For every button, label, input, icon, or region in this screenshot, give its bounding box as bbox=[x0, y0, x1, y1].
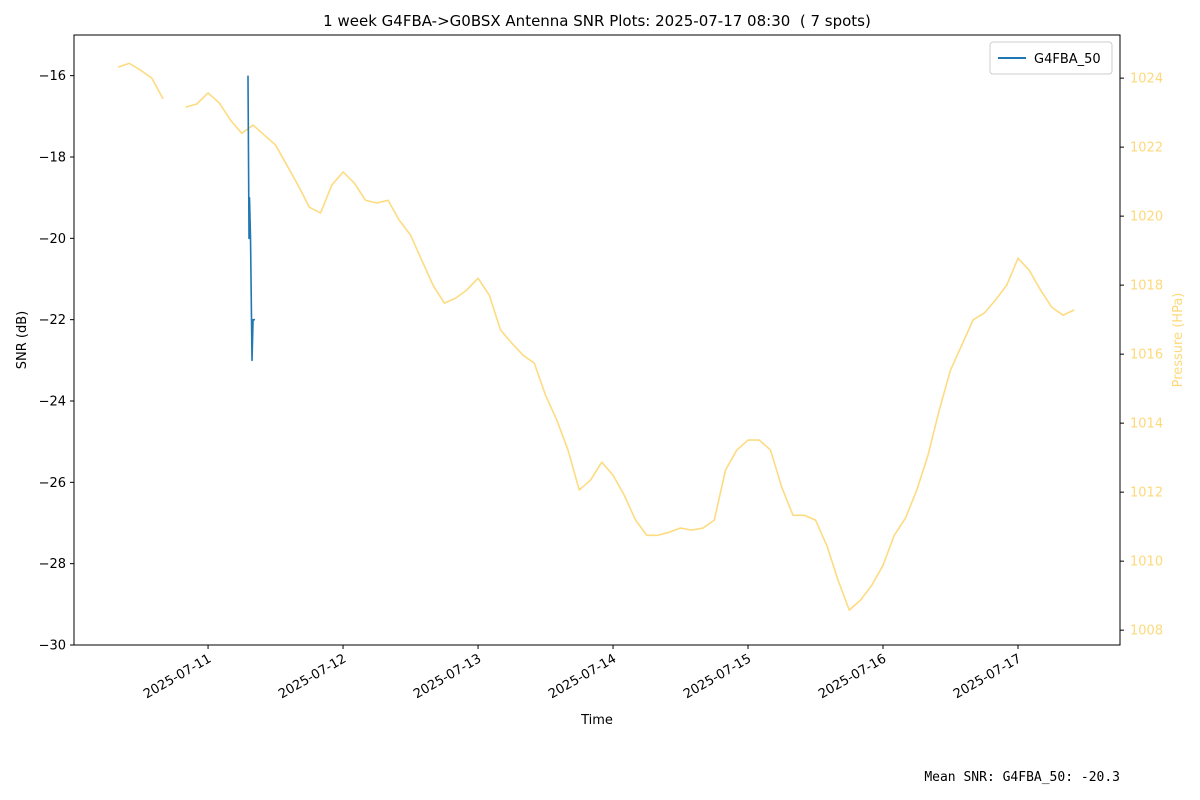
y-tick-label: −30 bbox=[39, 639, 66, 654]
y-tick-label: −28 bbox=[39, 557, 66, 572]
y2-tick-label: 1008 bbox=[1130, 624, 1163, 639]
plot-frame bbox=[73, 34, 1121, 646]
footnote: Mean SNR: G4FBA_50: -20.3 bbox=[924, 770, 1120, 785]
legend-label: G4FBA_50 bbox=[1034, 52, 1101, 67]
y2-tick-label: 1024 bbox=[1130, 72, 1163, 87]
data-line bbox=[247, 75, 256, 362]
y-tick-label: −16 bbox=[39, 69, 66, 84]
y2-tick-label: 1022 bbox=[1130, 141, 1163, 156]
y-tick-label: −24 bbox=[39, 395, 66, 410]
chart-title: 1 week G4FBA->G0BSX Antenna SNR Plots: 2… bbox=[323, 12, 871, 30]
legend-box bbox=[989, 41, 1113, 75]
y2-tick-label: 1012 bbox=[1130, 486, 1163, 501]
data-line bbox=[117, 62, 164, 100]
data-line bbox=[185, 92, 1075, 611]
y-tick-label: −26 bbox=[39, 476, 66, 491]
y2-tick-label: 1018 bbox=[1130, 279, 1163, 294]
y2-tick-label: 1010 bbox=[1130, 555, 1163, 570]
y-tick-label: −22 bbox=[39, 313, 66, 328]
y2-tick-label: 1020 bbox=[1130, 210, 1163, 225]
y2-axis-label: Pressure (HPa) bbox=[1171, 293, 1186, 388]
y-axis-label: SNR (dB) bbox=[15, 311, 30, 369]
y-tick-label: −18 bbox=[39, 151, 66, 166]
y2-tick-label: 1016 bbox=[1130, 348, 1163, 363]
y-tick-label: −20 bbox=[39, 232, 66, 247]
y2-tick-label: 1014 bbox=[1130, 417, 1163, 432]
x-axis-label: Time bbox=[580, 713, 613, 728]
